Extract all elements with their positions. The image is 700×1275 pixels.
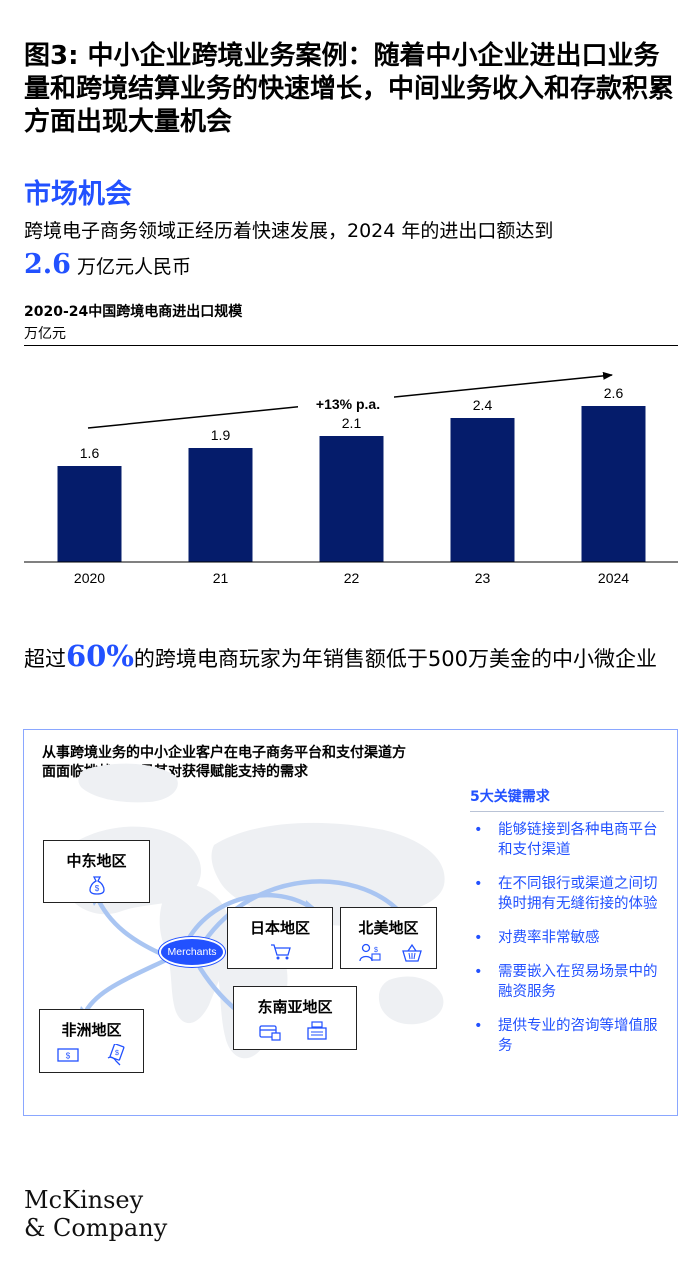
bar-value-label: 1.6 [80,445,100,461]
cagr-label: +13% p.a. [316,396,380,412]
person-money-icon: $ [359,943,381,962]
card-payment-icon [259,1025,281,1041]
bar-value-label: 2.4 [473,397,493,413]
bar-value-label: 2.6 [604,385,624,401]
need-item: 在不同银行或渠道之间切换时拥有无缝衔接的体验 [470,874,670,914]
cash-note-icon: $ [57,1048,79,1062]
flow-arrows [81,879,403,1019]
need-item: 需要嵌入在贸易场景中的融资服务 [470,962,670,1002]
chart-title: 2020-24中国跨境电商进出口规模 [24,304,243,320]
challenges-panel: 从事跨境业务的中小企业客户在电子商务平台和支付渠道方面面临挑战，凸显其对获得赋能… [23,729,678,1116]
intro-text-after: 万亿元人民币 [70,256,192,278]
intro-text-before: 跨境电子商务领域正经历着快速发展，2024 年的进出口额达到 [24,220,554,242]
need-item: 对费率非常敏感 [470,928,670,948]
region-middle-east: 中东地区 $ [43,840,150,903]
svg-text:$: $ [115,1050,119,1057]
bar-2020 [57,466,122,562]
region-africa: 非洲地区 $ $ [39,1009,144,1073]
x-tick-label: 2020 [74,570,105,586]
mckinsey-logo: McKinsey & Company [24,1186,167,1242]
svg-text:$: $ [66,1052,71,1061]
bar-value-label: 1.9 [211,427,231,443]
stat-text-before: 超过 [24,647,66,671]
x-tick-label: 22 [344,570,360,586]
needs-title: 5大关键需求 [470,789,550,805]
intro-highlight-value: 2.6 [24,249,71,280]
cagr-label-bg [298,392,394,414]
need-item: 提供专业的咨询等增值服务 [470,1016,670,1056]
stat-text-after: 的跨境电商玩家为年销售额低于500万美金的中小微企业 [133,647,658,671]
region-africa-label: 非洲地区 [61,1021,122,1039]
region-japan: 日本地区 [227,907,333,969]
svg-text:$: $ [95,884,100,893]
bar-23 [450,418,515,562]
svg-text:$: $ [374,947,378,954]
merchants-node: Merchants [159,937,225,967]
bar-22 [319,436,384,562]
needs-list: 能够链接到各种电商平台和支付渠道 在不同银行或渠道之间切换时拥有无缝衔接的体验 … [470,820,670,1070]
stat-highlight-value: 60% [66,639,134,673]
chart-unit: 万亿元 [24,326,66,342]
region-north-america: 北美地区 $ [340,907,437,969]
region-north-america-label: 北美地区 [358,919,419,937]
shopping-cart-icon [271,944,291,960]
bar-value-label: 2.1 [342,415,362,431]
region-southeast-asia: 东南亚地区 [233,986,357,1050]
logo-line-1: McKinsey [24,1186,144,1214]
cash-register-icon [307,1021,327,1040]
region-japan-label: 日本地区 [249,919,310,937]
basket-icon [402,943,422,962]
need-item: 能够链接到各种电商平台和支付渠道 [470,820,670,860]
bar-21 [188,448,253,562]
needs-divider [470,811,664,812]
x-tick-label: 23 [475,570,491,586]
x-tick-label: 2024 [598,570,629,586]
bar-chart: +13% p.a. 1.6 2020 1.9 21 2.1 22 2.4 23 2.6 2024 [24,371,678,586]
section-heading: 市场机会 [24,179,132,210]
intro-text: 跨境电子商务领域正经历着快速发展，2024 年的进出口额达到 2.6 万亿元人民币 [24,214,684,284]
bar-2024 [581,406,646,562]
hand-money-icon: $ [107,1044,125,1066]
money-bag-icon: $ [89,876,105,895]
x-tick-label: 21 [213,570,229,586]
stat-text: 超过60%的跨境电商玩家为年销售额低于500万美金的中小微企业 [24,638,684,677]
region-southeast-asia-label: 东南亚地区 [257,998,333,1016]
chart-top-rule [24,345,678,346]
region-middle-east-label: 中东地区 [66,852,127,870]
logo-line-2: & Company [24,1214,168,1242]
page-title: 图3: 中小企业跨境业务案例：随着中小企业进出口业务量和跨境结算业务的快速增长，… [24,41,675,137]
